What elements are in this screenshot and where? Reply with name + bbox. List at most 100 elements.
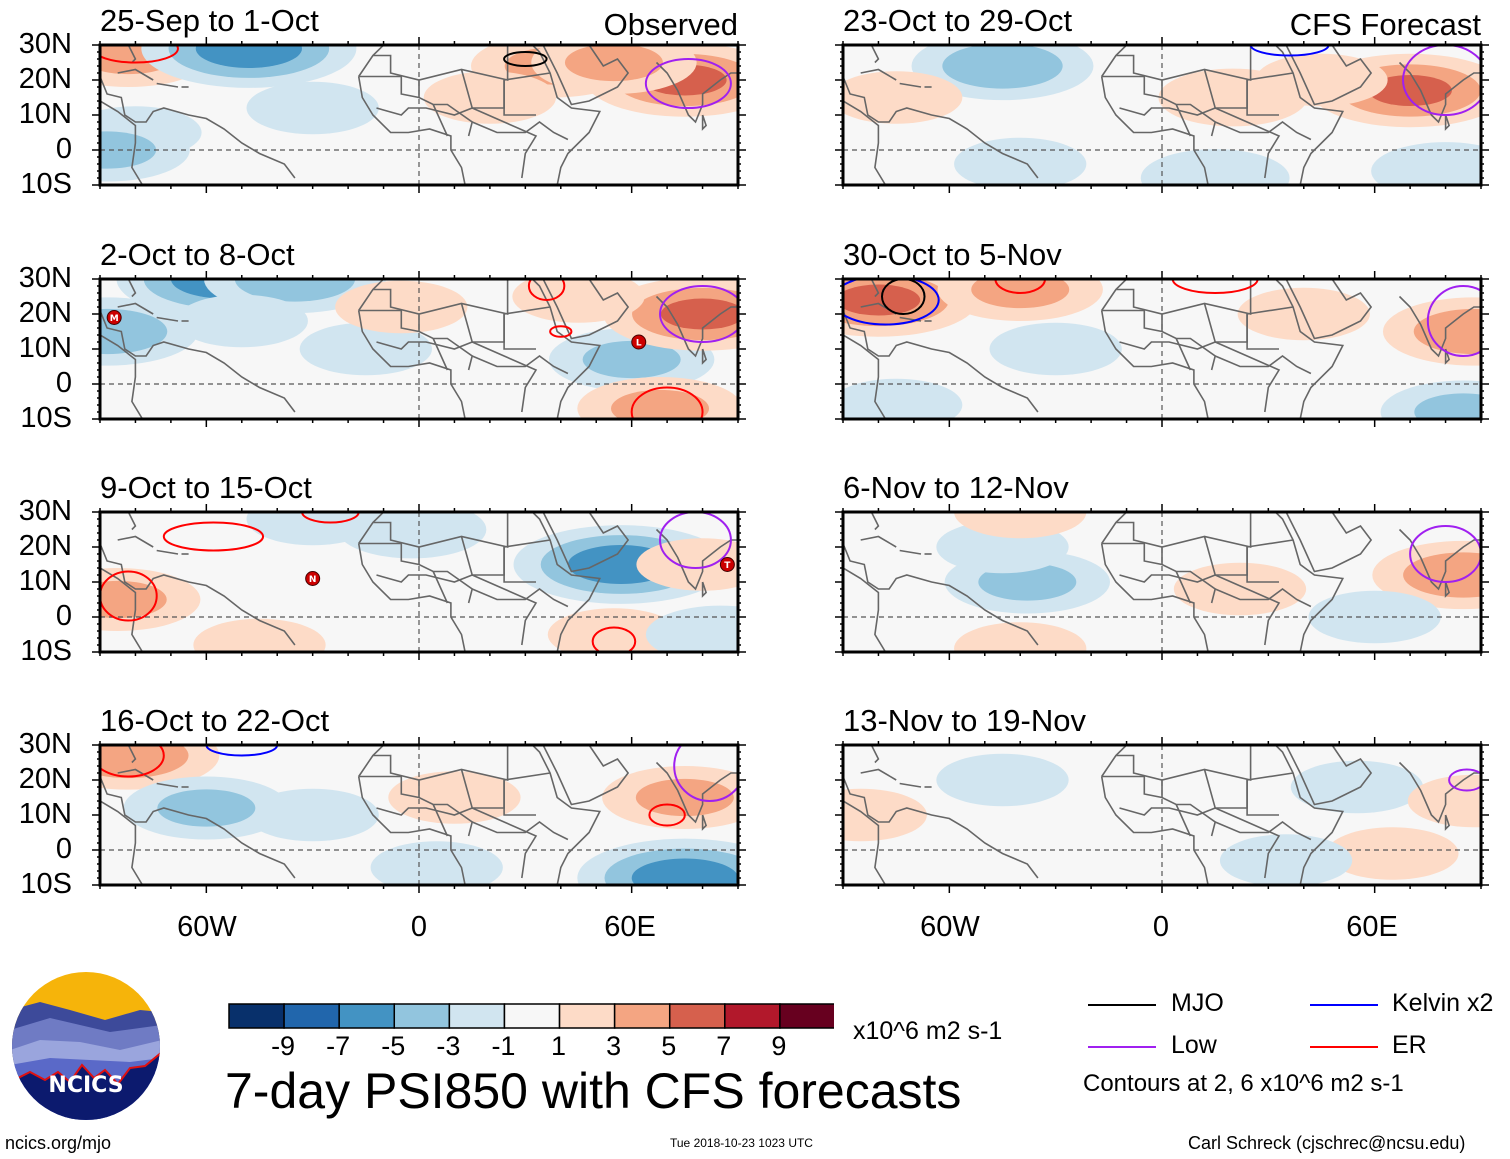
contour-low xyxy=(644,58,732,109)
coastline xyxy=(1100,310,1209,419)
anomaly-shading xyxy=(936,753,1069,807)
timestamp: Tue 2018-10-23 1023 UTC xyxy=(670,1136,813,1150)
coastline xyxy=(1444,348,1451,365)
forecast-label: CFS Forecast xyxy=(1289,7,1481,42)
panel-title: 6-Nov to 12-Nov xyxy=(843,470,1069,505)
anomaly-shading xyxy=(100,745,189,779)
anomaly-shading xyxy=(195,45,302,68)
legend-label-er: ER xyxy=(1392,1031,1427,1059)
coastline xyxy=(843,100,887,185)
colorbar-tick-label: 9 xyxy=(771,1031,787,1061)
x-tick-60e-right: 60E xyxy=(1346,911,1398,943)
country-border xyxy=(503,780,536,816)
country-border xyxy=(1101,309,1217,371)
storm-marker-n: N xyxy=(305,571,321,586)
country-border xyxy=(1175,104,1192,137)
colorbar-box xyxy=(668,1003,726,1029)
coastline xyxy=(843,567,887,652)
coastline xyxy=(843,776,1039,879)
anomaly-shading xyxy=(1173,562,1307,616)
coastline xyxy=(870,279,880,298)
colorbar-box xyxy=(779,1003,834,1029)
anomaly-shading xyxy=(100,580,167,619)
country-border xyxy=(376,107,538,179)
contour-kelvin xyxy=(843,279,940,326)
country-border xyxy=(358,542,474,604)
country-border xyxy=(358,309,474,371)
colorbar-box xyxy=(503,1003,561,1029)
coastline xyxy=(531,745,602,885)
coastline xyxy=(156,316,179,322)
y-tick-label: 20N xyxy=(18,530,72,562)
map-panel-p2: ML xyxy=(92,271,746,427)
x-tick-0-right: 0 xyxy=(1152,911,1170,943)
colorbar-box xyxy=(448,1003,506,1029)
svg-text:L: L xyxy=(636,339,642,349)
country-border xyxy=(376,807,538,879)
anomaly-shading xyxy=(370,841,503,885)
legend-label-kelvin: Kelvin x2 xyxy=(1392,989,1494,1017)
coastline xyxy=(1285,279,1373,340)
country-border xyxy=(1101,775,1217,837)
country-border xyxy=(471,588,569,608)
contour-er xyxy=(162,521,265,552)
svg-text:M: M xyxy=(110,314,119,324)
contour-er xyxy=(100,570,158,622)
coastline xyxy=(100,567,144,652)
country-border xyxy=(503,547,536,583)
contour-low xyxy=(1402,45,1481,116)
coastline xyxy=(899,549,922,555)
colorbar-tick-label: 3 xyxy=(606,1031,622,1061)
anomaly-shading xyxy=(100,131,157,169)
colorbar-box xyxy=(283,1003,340,1029)
coastline xyxy=(899,82,922,88)
coastline xyxy=(117,68,154,81)
anomaly-shading xyxy=(954,137,1087,185)
anomaly-shading xyxy=(246,81,379,135)
contour-er xyxy=(630,386,704,419)
country-border xyxy=(1119,341,1281,413)
coastline xyxy=(701,114,708,131)
contour-note: Contours at 2, 6 x10^6 m2 s-1 xyxy=(1083,1070,1404,1097)
contour-er xyxy=(549,325,573,338)
country-border xyxy=(1214,121,1312,141)
coastline xyxy=(156,782,179,788)
coastline xyxy=(1285,512,1373,573)
country-border xyxy=(376,341,538,413)
y-tick-label: 0 xyxy=(55,133,72,165)
country-border xyxy=(1119,107,1281,179)
coastline xyxy=(117,768,154,781)
anomaly-shading xyxy=(954,512,1087,539)
coastline xyxy=(156,82,179,88)
svg-text:T: T xyxy=(724,561,731,571)
contour-low xyxy=(1426,285,1481,357)
anomaly-shading xyxy=(388,771,521,824)
colorbar-box xyxy=(558,1003,616,1029)
coastline xyxy=(899,782,922,788)
map-panel-p3: NT xyxy=(92,504,746,660)
country-border xyxy=(1214,355,1312,375)
anomaly-shading xyxy=(843,71,963,124)
y-tick-label: 30N xyxy=(18,728,72,760)
coastline xyxy=(1444,114,1451,131)
country-border xyxy=(1119,807,1281,879)
coastline xyxy=(843,310,1039,413)
storm-marker-l: L xyxy=(631,334,647,350)
coastline xyxy=(1100,76,1209,185)
coastline xyxy=(1285,45,1373,106)
anomaly-shading xyxy=(1414,393,1481,419)
y-tick-label: 10N xyxy=(18,565,72,597)
panel-title: 2-Oct to 8-Oct xyxy=(100,237,295,272)
contour-low xyxy=(1448,768,1481,792)
y-tick-label: 30N xyxy=(18,262,72,294)
map-panel-p7 xyxy=(835,504,1489,660)
site-link[interactable]: ncics.org/mjo xyxy=(5,1133,112,1153)
coastline xyxy=(655,295,738,358)
colorbar-tick-label: -9 xyxy=(271,1031,296,1061)
x-tick-0-left: 0 xyxy=(410,911,428,943)
country-border xyxy=(1246,314,1279,350)
colorbar-tick-label: -3 xyxy=(436,1031,461,1061)
anomaly-shading xyxy=(989,322,1122,376)
coastline xyxy=(100,76,296,179)
coastline xyxy=(870,745,880,764)
